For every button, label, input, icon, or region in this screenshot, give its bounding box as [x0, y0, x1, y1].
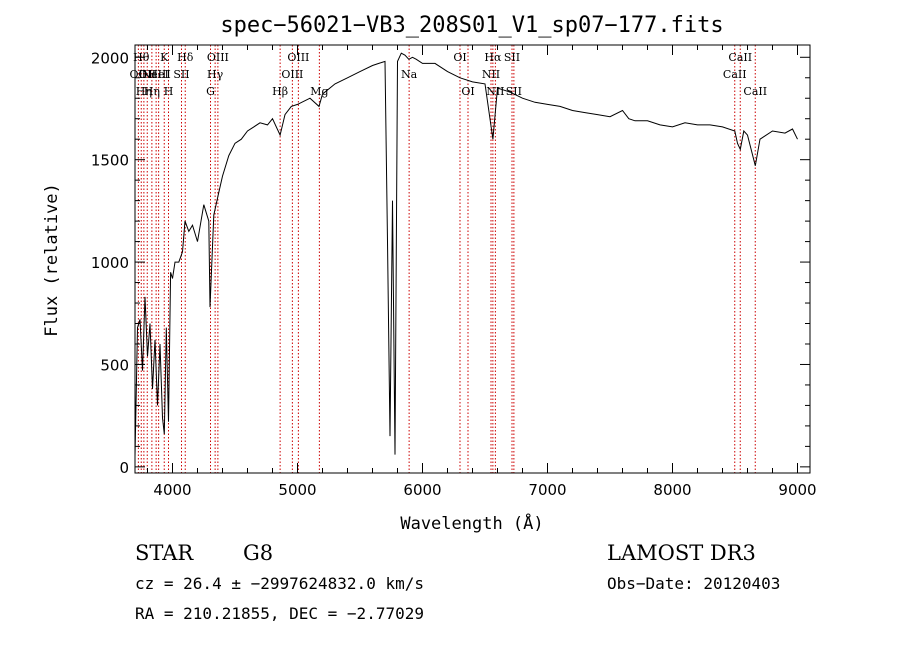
x-tick-label: 6000 [403, 481, 441, 499]
chart-title: spec−56021−VB3_208S01_V1_sp07−177.fits [220, 13, 723, 38]
line-marker-label: SII [504, 51, 520, 64]
line-marker-label: OI [461, 85, 474, 98]
y-tick-label: 1000 [91, 254, 129, 272]
spectral-subclass: G8 [243, 541, 273, 565]
y-tick-label: 500 [100, 356, 129, 374]
spectrum-line [134, 52, 798, 457]
y-axis-ticks: 0 500 1000 1500 2000 [91, 49, 810, 477]
line-marker-label: Hβ [272, 85, 288, 98]
line-marker-label: G [206, 85, 215, 98]
line-marker-label: Na [401, 68, 418, 81]
line-marker-label: NeIII [142, 68, 171, 81]
line-marker-label: OIII [281, 68, 303, 81]
line-marker-label: SII [506, 85, 522, 98]
line-marker-label: CaII [743, 85, 767, 98]
emission-line-markers [137, 45, 756, 473]
line-marker-label: K [160, 51, 169, 64]
x-axis-ticks: 4000 5000 6000 7000 8000 9000 [147, 45, 817, 499]
x-tick-label: 4000 [153, 481, 191, 499]
coordinates-readout: RA = 210.21855, DEC = −2.77029 [135, 604, 424, 623]
line-marker-label: OIII [207, 51, 229, 64]
object-class: STAR [135, 541, 194, 565]
line-marker-label: Hδ [177, 51, 194, 64]
line-marker-label: Mg [310, 85, 328, 98]
observation-date: Obs−Date: 20120403 [607, 574, 780, 593]
line-marker-label: NII [482, 68, 500, 81]
line-marker-label: Hα [484, 51, 502, 64]
plot-frame [134, 44, 811, 474]
emission-line-labels: OIIHθHηOIIHηNeIIIHeIKHSIIHδGHγOIIIHβOIII… [130, 51, 768, 98]
line-marker-label: OI [453, 51, 466, 64]
x-tick-label: 8000 [653, 481, 691, 499]
line-marker-label: HeI [148, 68, 168, 81]
y-tick-label: 0 [119, 459, 129, 477]
line-marker-label: CaII [728, 51, 752, 64]
redshift-readout: cz = 26.4 ± −2997624832.0 km/s [135, 574, 424, 593]
line-marker-label: Hγ [207, 68, 224, 81]
y-axis-label: Flux (relative) [42, 183, 62, 337]
y-tick-label: 2000 [91, 49, 129, 67]
line-marker-label: OII [138, 68, 156, 81]
line-marker-label: Hη [136, 85, 152, 98]
x-axis-label: Wavelength (Å) [400, 512, 543, 534]
line-marker-label: OII [130, 68, 148, 81]
x-tick-label: 5000 [278, 481, 316, 499]
survey-name: LAMOST DR3 [607, 541, 756, 565]
x-tick-label: 9000 [778, 481, 816, 499]
line-marker-label: SII [173, 68, 189, 81]
y-tick-label: 1500 [91, 152, 129, 170]
line-marker-label: H [164, 85, 174, 98]
line-marker-label: OIII [287, 51, 309, 64]
line-marker-label: Hη [144, 85, 160, 98]
x-tick-label: 7000 [528, 481, 566, 499]
line-marker-label: CaII [723, 68, 747, 81]
line-marker-label: NII [486, 85, 504, 98]
